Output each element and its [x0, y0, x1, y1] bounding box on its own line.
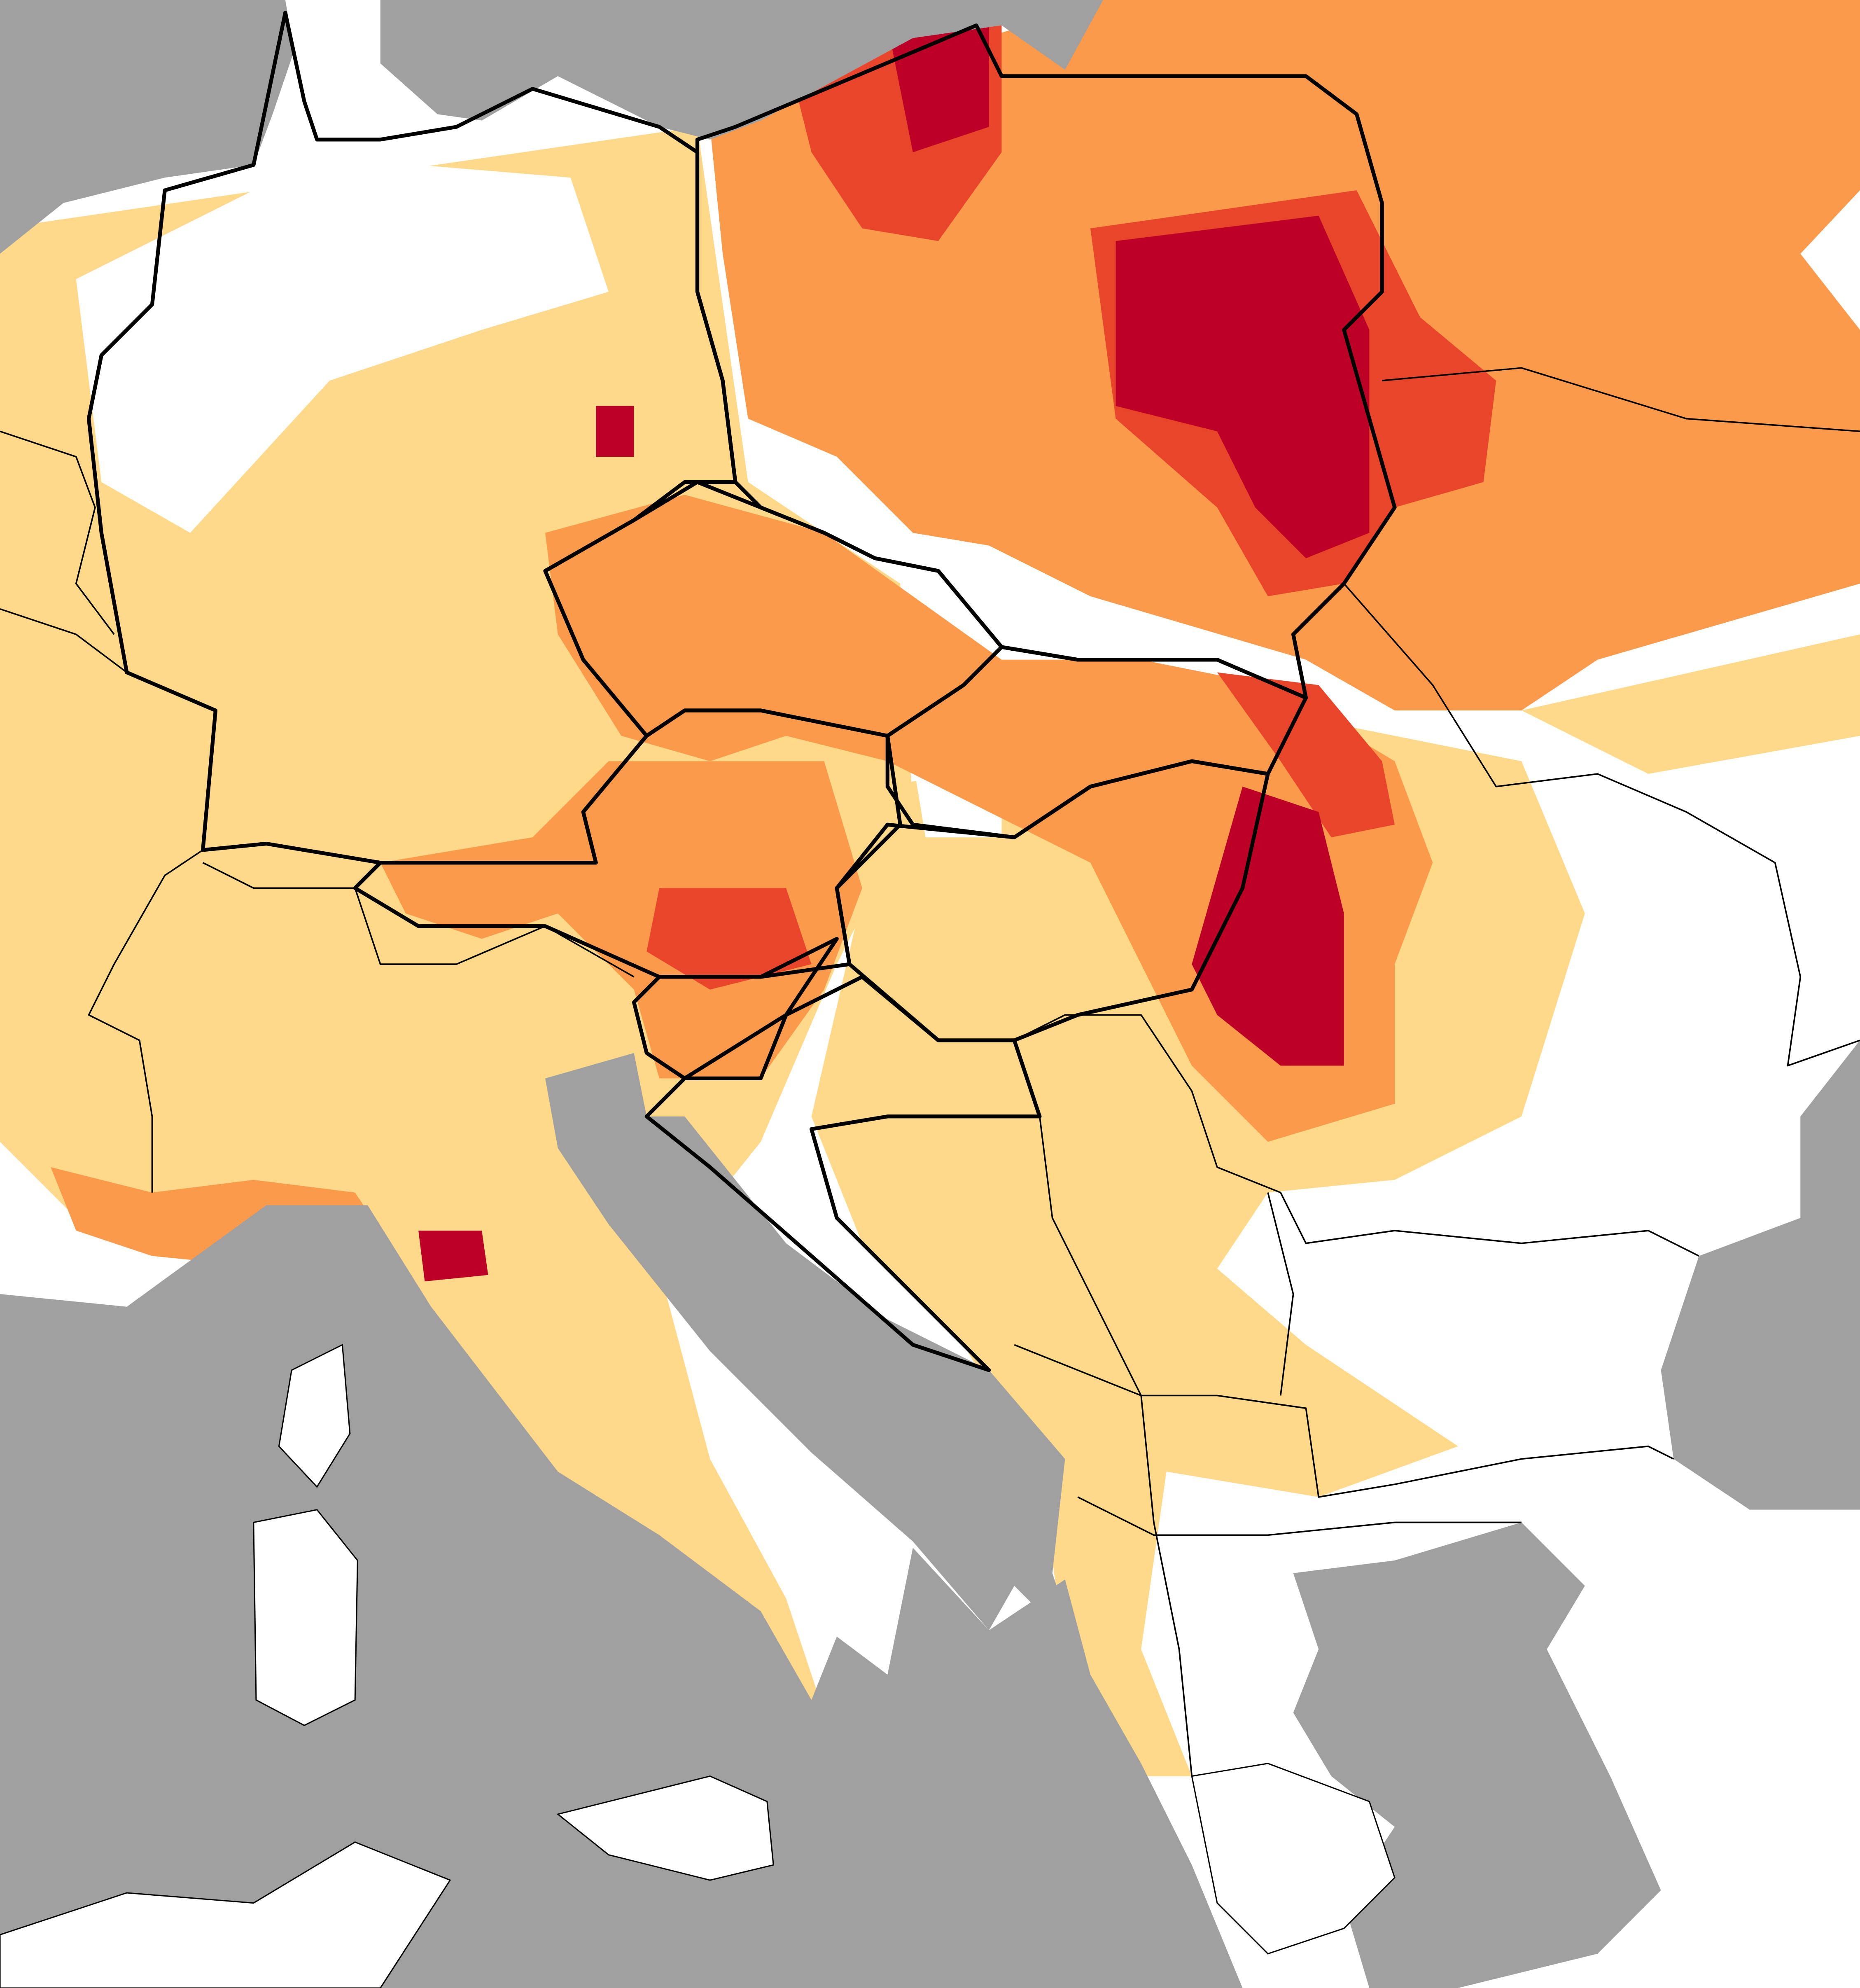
island: [1191, 1763, 1396, 1955]
heat-dark-red: [1116, 215, 1370, 558]
border: [1039, 1116, 1674, 1498]
border: [0, 608, 128, 673]
border: [632, 937, 839, 1080]
border: [1014, 1344, 1193, 1776]
border: [1077, 1496, 1522, 1536]
border: [86, 11, 737, 865]
border: [1014, 1014, 1699, 1257]
heat-dark-red: [1192, 786, 1344, 1066]
border: [1267, 1192, 1294, 1396]
sea: [0, 0, 294, 254]
heat-light: [1521, 634, 1860, 774]
border: [1343, 583, 1860, 1067]
border: [695, 23, 1397, 700]
heat-dark-red: [596, 406, 634, 457]
island: [278, 1343, 351, 1488]
coast: [0, 1841, 451, 1988]
heat-dark-red: [418, 1230, 488, 1282]
border: [202, 862, 635, 978]
sea: [545, 1053, 1078, 1649]
border: [0, 430, 115, 635]
heat-dark-red: [887, 25, 989, 152]
sea: [380, 0, 1103, 140]
border: [1382, 367, 1860, 432]
heat-white: [76, 165, 609, 533]
island: [253, 1509, 358, 1726]
island: [556, 1775, 774, 1881]
border: [88, 849, 203, 1193]
heat-red: [646, 888, 812, 990]
border: [353, 708, 902, 979]
border: [644, 975, 1042, 1372]
heat-orange: [380, 761, 862, 1079]
sea: [1661, 1040, 1860, 1510]
heat-red: [1217, 672, 1395, 838]
